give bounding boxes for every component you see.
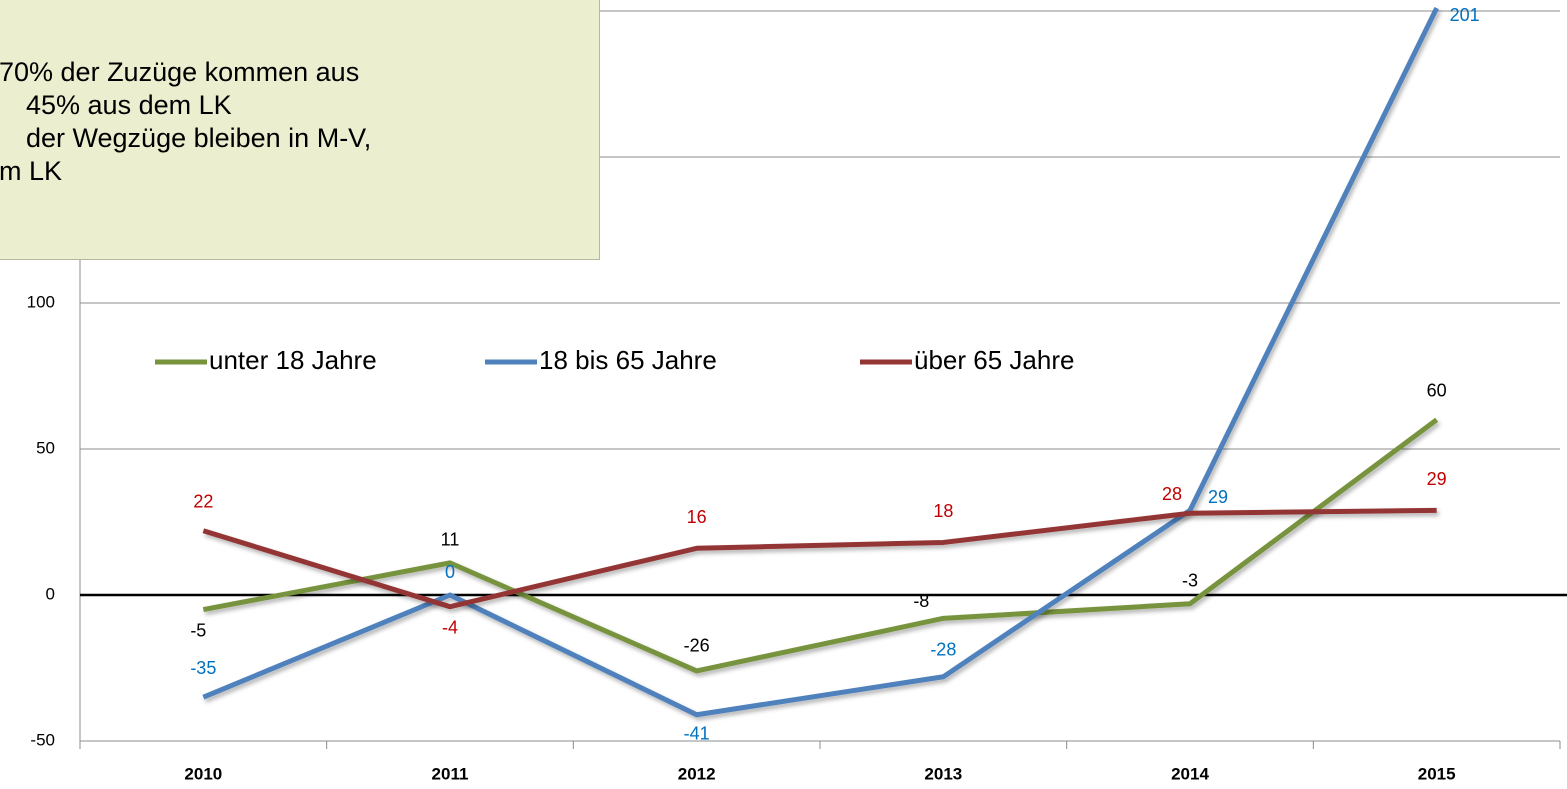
annotation-line: 70% der Zuzüge kommen aus: [0, 57, 360, 87]
data-label: -4: [442, 617, 458, 637]
annotation-line: m LK: [0, 156, 63, 186]
y-tick-label: 100: [27, 292, 55, 311]
series-line: [202, 6, 1439, 718]
legend-label: unter 18 Jahre: [209, 345, 377, 375]
data-label: 60: [1427, 381, 1447, 401]
data-label: 18: [933, 501, 953, 521]
y-tick-label: -50: [30, 730, 55, 749]
lines: [202, 6, 1439, 718]
annotation-line: der Wegzüge bleiben in M-V,: [26, 123, 372, 153]
data-label: 11: [441, 530, 460, 550]
annotation-line: 45% aus dem LK: [26, 90, 232, 120]
data-label: 0: [445, 562, 455, 582]
x-tick-label: 2011: [432, 764, 469, 783]
legend-label: 18 bis 65 Jahre: [539, 345, 717, 375]
data-label: -26: [684, 636, 710, 656]
data-label: -8: [913, 591, 929, 611]
labels: -5 11 -26 -8 -3 60 -35 0 -41 -28 29 201 22 -4 16 18 28 29…: [155, 5, 1480, 743]
data-label: -28: [930, 640, 956, 660]
data-label: 29: [1208, 487, 1228, 507]
data-label: 201: [1450, 5, 1480, 25]
legend-label: über 65 Jahre: [914, 345, 1074, 375]
series-line: [202, 417, 1439, 674]
x-tick-label: 2013: [924, 764, 962, 783]
x-tick-label: 2014: [1171, 764, 1209, 783]
data-label: 16: [687, 507, 707, 527]
y-tick-label: 50: [36, 438, 55, 457]
data-label: 28: [1162, 484, 1182, 504]
x-tick-label: 2012: [678, 764, 716, 783]
data-label: -3: [1182, 571, 1198, 591]
data-label: 29: [1427, 469, 1447, 489]
data-label: 22: [193, 492, 213, 512]
x-tick-label: 2015: [1418, 764, 1456, 783]
series-line: [202, 507, 1437, 610]
annotation-box: 70% der Zuzüge kommen aus 45% aus dem LK…: [0, 0, 600, 260]
data-label: -41: [684, 723, 710, 743]
x-tick-label: 2010: [184, 764, 222, 783]
data-label: -5: [190, 620, 206, 640]
y-tick-label: 0: [46, 584, 55, 603]
data-label: -35: [190, 658, 216, 678]
